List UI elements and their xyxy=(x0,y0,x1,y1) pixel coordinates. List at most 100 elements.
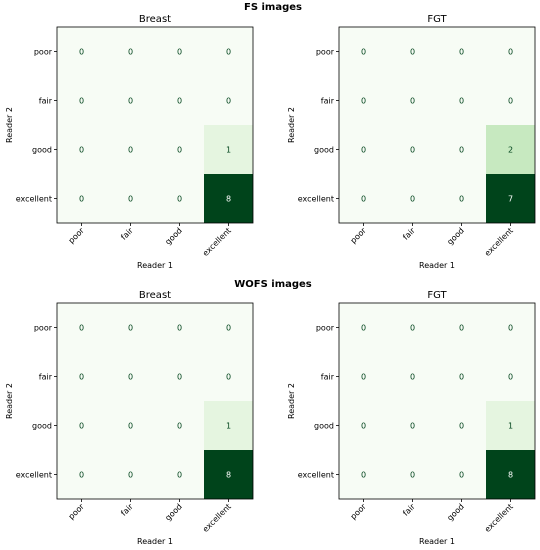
cell-value-label: 0 xyxy=(226,324,231,333)
cell-value-label: 0 xyxy=(361,373,366,382)
cell-value-label: 0 xyxy=(410,48,415,57)
heatmap-cell xyxy=(155,76,204,125)
cell-value-label: 0 xyxy=(177,422,182,431)
cell-value-label: 0 xyxy=(508,48,513,57)
cell-value-label: 8 xyxy=(226,195,231,204)
x-tick-label: fair xyxy=(401,226,417,242)
cell-value-label: 0 xyxy=(361,471,366,480)
cell-value-label: 0 xyxy=(79,422,84,431)
heatmap-cell xyxy=(437,125,486,174)
cell-value-label: 0 xyxy=(128,373,133,382)
cell-value-label: 0 xyxy=(410,471,415,480)
cell-value-label: 0 xyxy=(459,146,464,155)
heatmap-cell xyxy=(486,401,535,450)
heatmap-cell xyxy=(339,450,388,499)
heatmap-cell xyxy=(388,76,437,125)
heatmap-cell xyxy=(204,125,253,174)
cell-value-label: 0 xyxy=(410,97,415,106)
x-tick-label: good xyxy=(163,226,183,246)
cell-value-label: 0 xyxy=(79,195,84,204)
heatmap-cell xyxy=(437,352,486,401)
heatmap-cell xyxy=(486,125,535,174)
cell-value-label: 1 xyxy=(226,422,231,431)
heatmap-cell xyxy=(155,450,204,499)
cell-value-label: 0 xyxy=(226,48,231,57)
heatmap-cell xyxy=(106,450,155,499)
heatmap-cell xyxy=(437,401,486,450)
plot-frame xyxy=(56,26,254,224)
heatmap-cell xyxy=(437,303,486,352)
cell-value-label: 0 xyxy=(361,97,366,106)
heatmap-cell xyxy=(486,27,535,76)
cell-value-label: 0 xyxy=(79,373,84,382)
cell-value-label: 0 xyxy=(128,195,133,204)
plot-frame xyxy=(338,26,536,224)
heatmap-cell xyxy=(339,76,388,125)
chart-title: Breast xyxy=(139,14,171,25)
y-tick-label: fair xyxy=(321,373,335,382)
heatmap-cell xyxy=(155,174,204,223)
heatmap-cell xyxy=(388,401,437,450)
heatmap-0: Breast 0 0 0 0 0 0 0 0 0 0 0 1 0 0 0 8 poor fair good excell… xyxy=(5,14,254,270)
cell-value-label: 0 xyxy=(79,48,84,57)
heatmap-cell xyxy=(57,76,106,125)
cell-value-label: 0 xyxy=(508,97,513,106)
heatmap-cell xyxy=(437,76,486,125)
y-tick-label: good xyxy=(314,422,334,431)
chart-title: FGT xyxy=(427,290,447,301)
heatmap-cell xyxy=(57,401,106,450)
cell-value-label: 0 xyxy=(128,471,133,480)
x-tick-label: excellent xyxy=(201,226,233,258)
cell-value-label: 8 xyxy=(508,471,513,480)
chart-title: FGT xyxy=(427,14,447,25)
cell-value-label: 0 xyxy=(128,422,133,431)
heatmap-cell xyxy=(57,450,106,499)
section-title-wofs: WOFS images xyxy=(234,279,312,290)
x-axis-label: Reader 1 xyxy=(137,261,173,270)
heatmap-cell xyxy=(57,174,106,223)
cell-value-label: 0 xyxy=(459,48,464,57)
cell-value-label: 0 xyxy=(177,195,182,204)
x-axis-label: Reader 1 xyxy=(137,537,173,546)
heatmap-cell xyxy=(486,303,535,352)
cell-value-label: 0 xyxy=(361,422,366,431)
cell-value-label: 0 xyxy=(128,97,133,106)
heatmap-cell xyxy=(388,303,437,352)
cell-value-label: 0 xyxy=(79,146,84,155)
cell-value-label: 2 xyxy=(508,146,513,155)
heatmap-cell xyxy=(388,27,437,76)
cell-value-label: 0 xyxy=(128,48,133,57)
x-tick-label: poor xyxy=(67,502,87,522)
x-tick-label: excellent xyxy=(483,226,515,258)
heatmap-cell xyxy=(437,174,486,223)
y-axis-label: Reader 2 xyxy=(5,383,14,419)
heatmap-cell xyxy=(486,450,535,499)
cell-value-label: 0 xyxy=(79,471,84,480)
x-tick-label: excellent xyxy=(483,502,515,534)
cell-value-label: 0 xyxy=(226,373,231,382)
heatmap-2: Breast 0 0 0 0 0 0 0 0 0 0 0 1 0 0 0 8 poor fair good excell… xyxy=(5,290,254,546)
y-tick-label: good xyxy=(32,422,52,431)
cell-value-label: 0 xyxy=(508,373,513,382)
x-tick-label: poor xyxy=(67,226,87,246)
cell-value-label: 0 xyxy=(128,324,133,333)
heatmap-cell xyxy=(339,401,388,450)
cell-value-label: 0 xyxy=(177,97,182,106)
heatmap-cell xyxy=(106,27,155,76)
heatmap-cell xyxy=(155,401,204,450)
heatmap-cell xyxy=(486,352,535,401)
x-tick-label: fair xyxy=(119,502,135,518)
cell-value-label: 0 xyxy=(177,324,182,333)
heatmap-cell xyxy=(57,303,106,352)
cell-value-label: 1 xyxy=(226,146,231,155)
cell-value-label: 0 xyxy=(79,324,84,333)
heatmap-cell xyxy=(388,125,437,174)
x-axis-label: Reader 1 xyxy=(419,261,455,270)
y-tick-label: poor xyxy=(34,324,53,333)
x-tick-label: poor xyxy=(349,502,369,522)
x-tick-label: fair xyxy=(119,226,135,242)
cell-value-label: 0 xyxy=(361,195,366,204)
y-tick-label: excellent xyxy=(16,471,52,480)
heatmap-cell xyxy=(106,76,155,125)
